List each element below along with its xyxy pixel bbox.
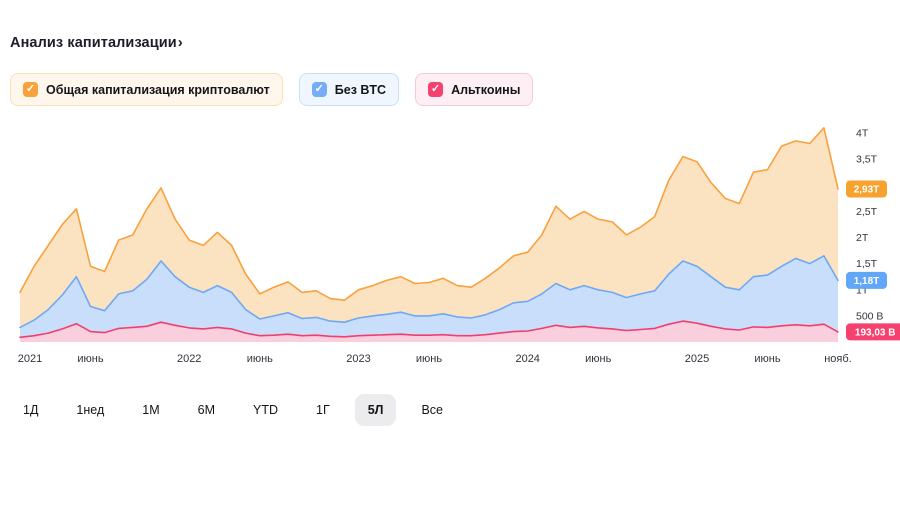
x-axis-tick-label: июнь (247, 353, 273, 365)
range-button-5л[interactable]: 5Л (354, 394, 397, 426)
current-value-badge-1 (846, 271, 887, 289)
current-value-badge-label: 193,03 В (855, 327, 896, 338)
x-axis-tick-label: 2023 (346, 353, 370, 365)
current-value-badge-label: 1,18Т (854, 276, 880, 287)
y-axis-tick-label: 500 В (856, 310, 883, 322)
chevron-right-icon: › (177, 34, 183, 51)
range-button-6м[interactable]: 6М (185, 394, 228, 426)
checkbox-checked-icon: ✓ (428, 82, 444, 97)
section-title-link[interactable]: Анализ капитализации › (10, 34, 892, 51)
range-button-1г[interactable]: 1Г (303, 394, 343, 426)
area-series-2 (20, 321, 838, 342)
checkbox-checked-icon: ✓ (23, 82, 38, 97)
line-series-0 (19, 127, 839, 301)
x-axis-tick-label: 2024 (515, 353, 539, 365)
legend-toggle-2[interactable]: ✓ Альткоины (415, 73, 534, 106)
x-axis-tick-label: июнь (416, 353, 442, 365)
legend-label: Без BTC (334, 82, 387, 97)
y-axis-tick-label: 2,5Т (856, 206, 878, 218)
y-axis-tick-label: 1,5Т (856, 258, 878, 270)
x-axis-tick-label: 2021 (18, 353, 42, 365)
x-axis-tick-label: июнь (77, 353, 103, 365)
range-button-1нед[interactable]: 1нед (63, 394, 117, 426)
current-value-badge-0 (846, 180, 887, 198)
area-series-1 (20, 255, 838, 342)
y-axis-tick-label: 2Т (856, 232, 869, 244)
legend-toggle-1[interactable]: ✓ Без BTC (298, 73, 400, 106)
x-axis-tick-label: 2025 (685, 353, 709, 365)
line-series-2 (19, 320, 839, 339)
x-axis-tick-label: 2022 (177, 353, 201, 365)
range-button-все[interactable]: Все (408, 394, 456, 426)
chart-legend: ✓ Общая капитализация криптовалют ✓ Без BTC… (10, 73, 892, 106)
legend-toggle-0[interactable]: ✓ Общая капитализация криптовалют (10, 73, 283, 106)
line-series-1 (19, 255, 839, 329)
page-title: Анализ капитализации (10, 34, 177, 51)
x-axis-tick-label: июнь (754, 353, 780, 365)
time-range-selector: 1Д 1нед 1М 6М YTD 1Г 5Л Все (10, 394, 892, 426)
x-axis-tick-label: июнь (585, 353, 611, 365)
legend-label: Альткоины (451, 82, 521, 97)
y-axis-tick-label: 4Т (856, 128, 869, 140)
y-axis-tick-label: 3,5Т (856, 154, 878, 166)
range-button-1м[interactable]: 1М (129, 394, 172, 426)
current-value-badge-label: 2,93Т (854, 185, 880, 196)
current-value-badge-2 (846, 323, 900, 341)
checkbox-checked-icon: ✓ (311, 82, 327, 97)
legend-label: Общая капитализация криптовалют (46, 82, 270, 97)
range-button-ytd[interactable]: YTD (240, 394, 291, 426)
x-axis-tick-label: нояб. (824, 353, 852, 365)
market-cap-area-chart[interactable]: 2021 июнь 2022 июнь 2023 июнь 2024 июнь 2025 июнь… (10, 108, 900, 376)
range-button-1д[interactable]: 1Д (10, 394, 51, 426)
page: Анализ капитализации › ✓ Общая капитализа… (0, 34, 900, 426)
